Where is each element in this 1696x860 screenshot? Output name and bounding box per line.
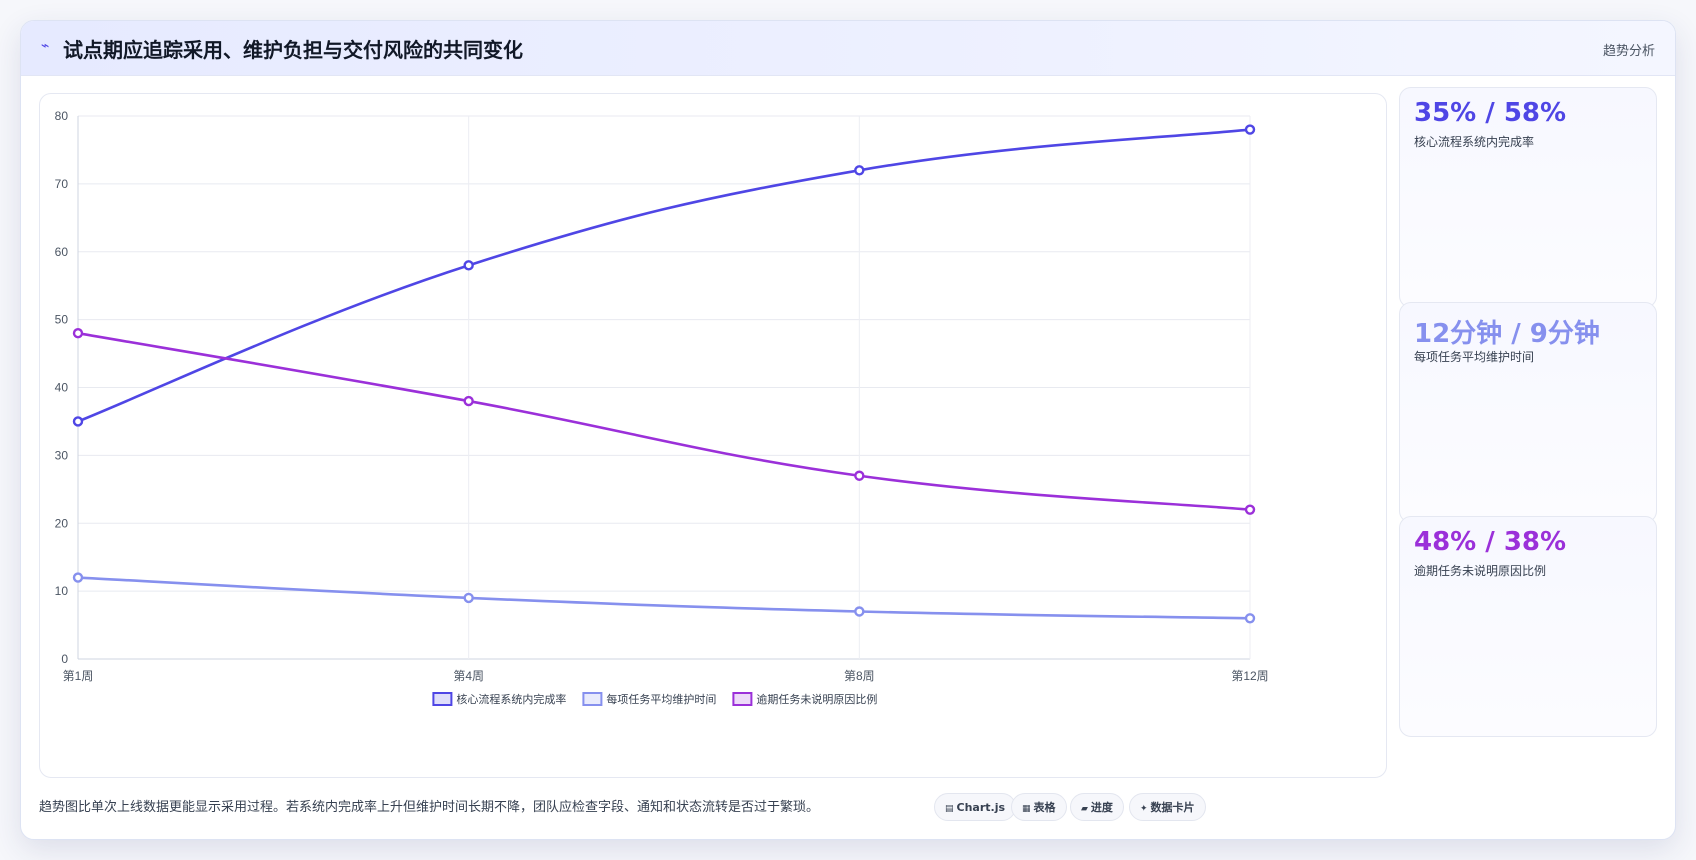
progress-icon: ▰ <box>1081 804 1088 814</box>
data-point <box>72 327 84 339</box>
card-title: 试点期应追踪采用、维护负担与交付风险的共同变化 <box>63 38 523 62</box>
trend-icon: ⌁ <box>41 38 50 54</box>
chip-label: 数据卡片 <box>1150 801 1195 814</box>
report-card: ⌁ 试点期应追踪采用、维护负担与交付风险的共同变化 趋势分析 0 10 20 30 40… <box>20 20 1676 840</box>
y-tick-label: 10 <box>55 584 69 598</box>
legend-swatch <box>582 692 603 706</box>
kpi-label: 逾期任务未说明原因比例 <box>1414 564 1547 578</box>
legend-label: 每项任务平均维护时间 <box>606 692 716 706</box>
y-tick-label: 20 <box>55 516 69 530</box>
chip-progress[interactable]: ▰ 进度 <box>1070 793 1124 821</box>
legend-swatch <box>732 692 753 706</box>
kpi-value: 48% / 38% <box>1414 527 1567 557</box>
y-tick-label: 30 <box>55 448 69 462</box>
card-icon: ✦ <box>1140 804 1148 814</box>
footer-note: 趋势图比单次上线数据更能显示采用过程。若系统内完成率上升但维护时间长期不降，团队… <box>39 800 820 815</box>
kpi-value: 35% / 58% <box>1414 98 1567 128</box>
data-point <box>1244 504 1256 515</box>
chip-label: 表格 <box>1033 801 1056 814</box>
legend-label: 核心流程系统内完成率 <box>456 692 566 706</box>
x-tick-label: 第1周 <box>63 669 94 683</box>
legend-label: 逾期任务未说明原因比例 <box>756 692 877 706</box>
data-point <box>854 165 865 176</box>
chart-panel: 0 10 20 30 40 50 60 70 80 第1周 第4周 第8周 第12周核心流程系统内完成率… <box>39 93 1387 778</box>
chip-label: Chart.js <box>956 801 1006 814</box>
data-point <box>854 470 865 481</box>
header-tag: 趋势分析 <box>1602 44 1655 59</box>
chart-icon: ▤ <box>945 804 954 814</box>
legend-swatch <box>432 692 453 706</box>
kpi-label: 核心流程系统内完成率 <box>1414 135 1535 149</box>
chip-label: 进度 <box>1090 801 1113 814</box>
data-point <box>463 260 474 271</box>
data-point <box>463 395 474 407</box>
data-point <box>72 572 84 583</box>
y-tick-label: 40 <box>55 381 69 395</box>
kpi-card-maintenance: 12分钟 / 9分钟 每项任务平均维护时间 <box>1399 302 1657 523</box>
chip-chartjs[interactable]: ▤ Chart.js <box>934 793 1017 821</box>
x-tick-label: 第8周 <box>844 669 875 683</box>
data-point <box>1244 613 1256 624</box>
series-line-1 <box>77 128 1251 423</box>
kpi-value: 12分钟 / 9分钟 <box>1414 319 1600 349</box>
series-line-2 <box>77 576 1251 620</box>
data-point <box>854 606 865 617</box>
data-point <box>72 416 84 427</box>
line-chart: 0 10 20 30 40 50 60 70 80 第1周 第4周 第8周 第12周核心流程系统内完成率… <box>55 109 1269 706</box>
y-tick-label: 60 <box>55 245 69 259</box>
y-tick-label: 0 <box>61 652 68 666</box>
y-tick-label: 70 <box>55 177 69 191</box>
card-header: ⌁ 试点期应追踪采用、维护负担与交付风险的共同变化 趋势分析 <box>21 21 1675 76</box>
table-icon: ▦ <box>1022 804 1031 814</box>
kpi-label: 每项任务平均维护时间 <box>1414 350 1535 364</box>
kpi-card-overdue: 48% / 38% 逾期任务未说明原因比例 <box>1399 516 1657 737</box>
y-tick-label: 50 <box>55 313 69 327</box>
x-tick-label: 第4周 <box>453 669 484 683</box>
chip-data-card[interactable]: ✦ 数据卡片 <box>1129 793 1206 821</box>
kpi-card-completion: 35% / 58% 核心流程系统内完成率 <box>1399 87 1657 308</box>
series-line-3 <box>77 331 1251 511</box>
y-tick-label: 80 <box>55 109 69 123</box>
data-point <box>1244 124 1256 135</box>
x-tick-label: 第12周 <box>1231 669 1268 683</box>
data-point <box>463 592 474 604</box>
chip-table[interactable]: ▦ 表格 <box>1011 793 1067 821</box>
